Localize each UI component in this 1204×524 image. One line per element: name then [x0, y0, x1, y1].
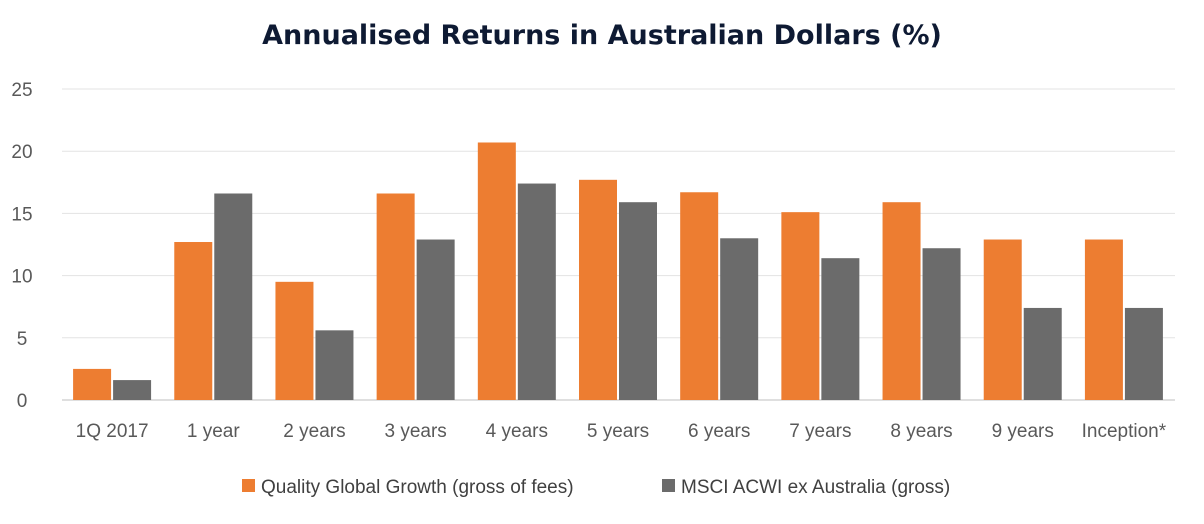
bar-quality-global-growth: [983, 239, 1022, 400]
chart-title: Annualised Returns in Australian Dollars…: [262, 20, 942, 51]
x-tick-label: 9 years: [992, 421, 1054, 442]
bar-msci-acwi: [517, 183, 556, 400]
y-tick-label: 0: [17, 391, 28, 412]
bar-msci-acwi: [720, 238, 759, 400]
x-tick-label: 5 years: [587, 421, 649, 442]
bar-quality-global-growth: [781, 212, 820, 400]
y-tick-label: 5: [17, 329, 28, 350]
legend-swatch: [242, 479, 255, 492]
bar-msci-acwi: [1023, 307, 1062, 400]
legend-label: Quality Global Growth (gross of fees): [261, 477, 574, 498]
x-tick-label: 2 years: [283, 421, 345, 442]
x-tick-label: 6 years: [688, 421, 750, 442]
bar-msci-acwi: [315, 330, 354, 400]
bar-quality-global-growth: [376, 193, 415, 400]
x-tick-label: 7 years: [789, 421, 851, 442]
x-tick-label: 1Q 2017: [76, 421, 149, 442]
bar-quality-global-growth: [477, 142, 516, 400]
bar-msci-acwi: [1124, 307, 1163, 400]
y-tick-label: 15: [11, 204, 32, 225]
bar-msci-acwi: [416, 239, 455, 400]
bar-msci-acwi: [113, 380, 152, 400]
x-tick-label: 8 years: [890, 421, 952, 442]
legend-label: MSCI ACWI ex Australia (gross): [681, 477, 950, 498]
x-tick-label: Inception*: [1082, 421, 1167, 442]
bar-msci-acwi: [821, 258, 860, 400]
x-tick-label: 3 years: [384, 421, 446, 442]
bar-msci-acwi: [619, 202, 657, 400]
bar-quality-global-growth: [680, 192, 719, 400]
y-tick-label: 25: [11, 80, 32, 101]
y-tick-label: 20: [11, 142, 32, 163]
x-tick-label: 4 years: [486, 421, 548, 442]
bar-quality-global-growth: [275, 281, 314, 400]
bar-quality-global-growth: [1084, 239, 1123, 400]
x-tick-label: 1 year: [187, 421, 240, 442]
bar-msci-acwi: [922, 248, 961, 400]
y-tick-label: 10: [11, 267, 32, 288]
legend-swatch: [662, 479, 675, 492]
bar-quality-global-growth: [579, 179, 617, 400]
bar-quality-global-growth: [174, 242, 213, 400]
bar-msci-acwi: [214, 193, 253, 400]
bar-quality-global-growth: [882, 202, 921, 400]
bar-quality-global-growth: [73, 368, 112, 400]
